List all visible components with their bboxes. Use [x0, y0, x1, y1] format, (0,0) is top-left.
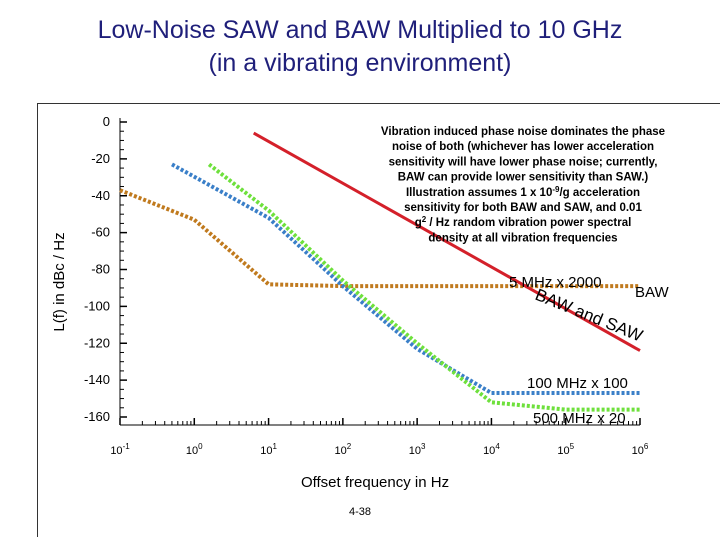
series-line: [207, 162, 640, 412]
x-tick-label: 102: [335, 442, 352, 457]
y-tick-label: -80: [91, 262, 110, 277]
label-5mhz: 5 MHz x 2000: [509, 274, 602, 291]
x-tick-label: 105: [557, 442, 574, 457]
x-tick-label: 10-1: [110, 442, 130, 457]
y-tick-label: -20: [91, 151, 110, 166]
x-tick-label: 100: [186, 442, 203, 457]
label-500mhz: 500 MHz x 20: [533, 410, 626, 427]
plot-frame: [37, 103, 720, 537]
label-100mhz: 100 MHz x 100: [527, 375, 628, 392]
x-tick-label: 103: [409, 442, 426, 457]
chart-title-line2: (in a vibrating environment): [208, 49, 512, 77]
y-tick-label: -60: [91, 225, 110, 240]
y-axis-label: L(f) in dBc / Hz: [51, 232, 68, 331]
y-tick-label: -140: [84, 372, 110, 387]
annotation-text: Vibration induced phase noise dominates …: [381, 126, 665, 244]
x-tick-label: 106: [632, 442, 649, 457]
x-tick-label: 104: [483, 442, 500, 457]
page-number: 4-38: [348, 506, 372, 518]
y-tick-label: 0: [103, 114, 110, 129]
chart-title-line1: Low-Noise SAW and BAW Multiplied to 10 G…: [97, 16, 623, 44]
series-line: [171, 162, 640, 395]
series-line: [119, 188, 640, 289]
x-tick-label: 101: [260, 442, 277, 457]
y-tick-label: -100: [84, 298, 110, 313]
series-line: [252, 131, 641, 352]
y-tick-label: -120: [84, 335, 110, 350]
y-tick-label: -160: [84, 409, 110, 424]
x-axis-label: Offset frequency in Hz: [301, 474, 449, 491]
y-tick-label: -40: [91, 188, 110, 203]
label-baw-and-saw: BAW and SAW: [533, 285, 646, 345]
label-baw: BAW: [635, 284, 669, 301]
